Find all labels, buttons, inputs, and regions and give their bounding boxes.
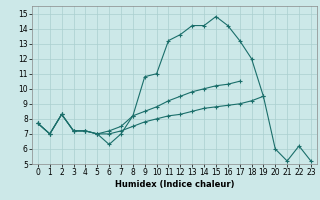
X-axis label: Humidex (Indice chaleur): Humidex (Indice chaleur) (115, 180, 234, 189)
